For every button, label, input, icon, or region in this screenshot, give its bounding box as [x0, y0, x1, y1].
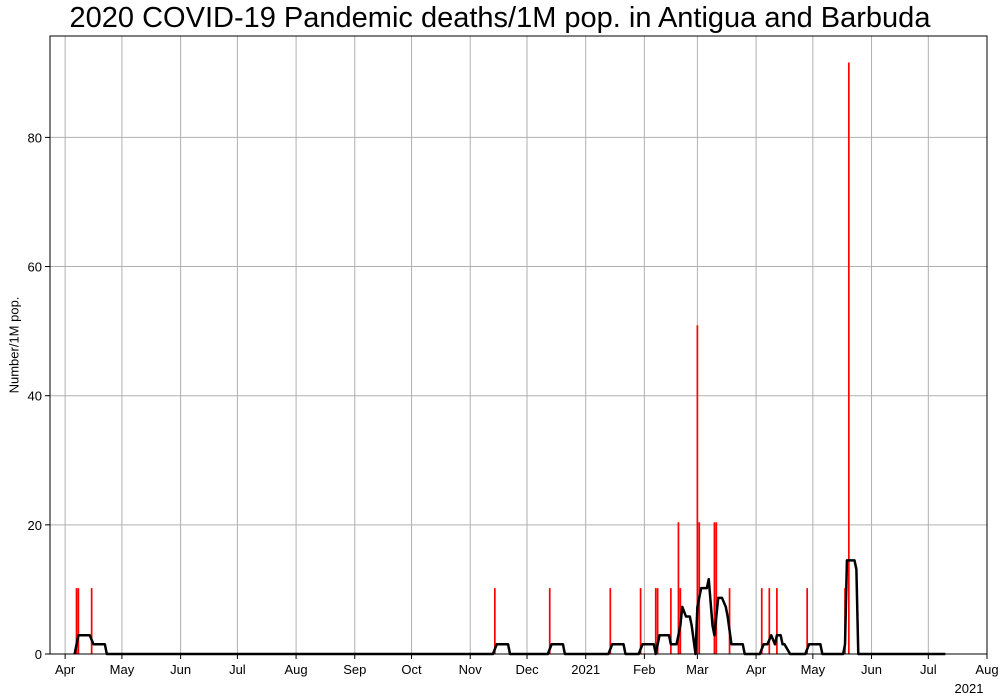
x-axis-ticks: Apr May Jun Jul Aug Sep Oct Nov Dec 2021 Feb Mar Apr… — [55, 654, 999, 677]
x-tick-label: Jul — [920, 662, 937, 677]
bar — [806, 588, 809, 654]
daily-bars — [75, 62, 850, 654]
line-series — [73, 559, 946, 656]
y-axis-ticks: 0 20 40 60 80 — [28, 130, 50, 662]
bar — [768, 588, 771, 654]
bar — [656, 588, 659, 654]
bar — [698, 522, 701, 654]
x-tick-label: Jun — [170, 662, 191, 677]
x-tick-label: Mar — [686, 662, 709, 677]
x-tick-label: Apr — [746, 662, 767, 677]
average-line — [73, 559, 946, 656]
bar — [715, 522, 718, 654]
bar — [654, 588, 657, 654]
bar — [609, 588, 612, 654]
bar — [493, 588, 496, 654]
bar — [776, 588, 778, 654]
bar — [696, 325, 699, 654]
x-tick-label: Oct — [401, 662, 422, 677]
x-year-label: 2021 — [955, 681, 984, 696]
x-tick-label: May — [801, 662, 826, 677]
x-tick-label: Aug — [285, 662, 308, 677]
bar — [548, 588, 551, 654]
bar — [713, 522, 716, 654]
x-tick-label: Nov — [459, 662, 483, 677]
bar — [728, 588, 731, 654]
x-tick-label: Jul — [229, 662, 246, 677]
x-tick-label: Dec — [515, 662, 539, 677]
y-tick-label: 0 — [35, 647, 42, 662]
x-tick-label: Jun — [861, 662, 882, 677]
x-tick-label: Sep — [343, 662, 366, 677]
y-axis-label: Number/1M pop. — [7, 297, 22, 394]
y-tick-label: 20 — [28, 518, 42, 533]
bar — [677, 522, 680, 654]
bar — [639, 588, 642, 654]
bar — [760, 588, 763, 654]
bar — [670, 588, 672, 654]
y-tick-label: 40 — [28, 389, 42, 404]
x-tick-label: Aug — [975, 662, 998, 677]
x-tick-label: 2021 — [571, 662, 600, 677]
y-tick-label: 60 — [28, 260, 42, 275]
bar — [847, 62, 850, 654]
bar — [90, 588, 93, 654]
bar — [75, 588, 78, 654]
plot-frame — [49, 35, 988, 655]
x-tick-label: May — [110, 662, 135, 677]
x-tick-label: Apr — [55, 662, 76, 677]
grid — [50, 36, 987, 654]
bar — [77, 588, 80, 654]
x-tick-label: Feb — [633, 662, 655, 677]
chart-title: 2020 COVID-19 Pandemic deaths/1M pop. in… — [69, 2, 931, 34]
y-tick-label: 80 — [28, 130, 42, 145]
